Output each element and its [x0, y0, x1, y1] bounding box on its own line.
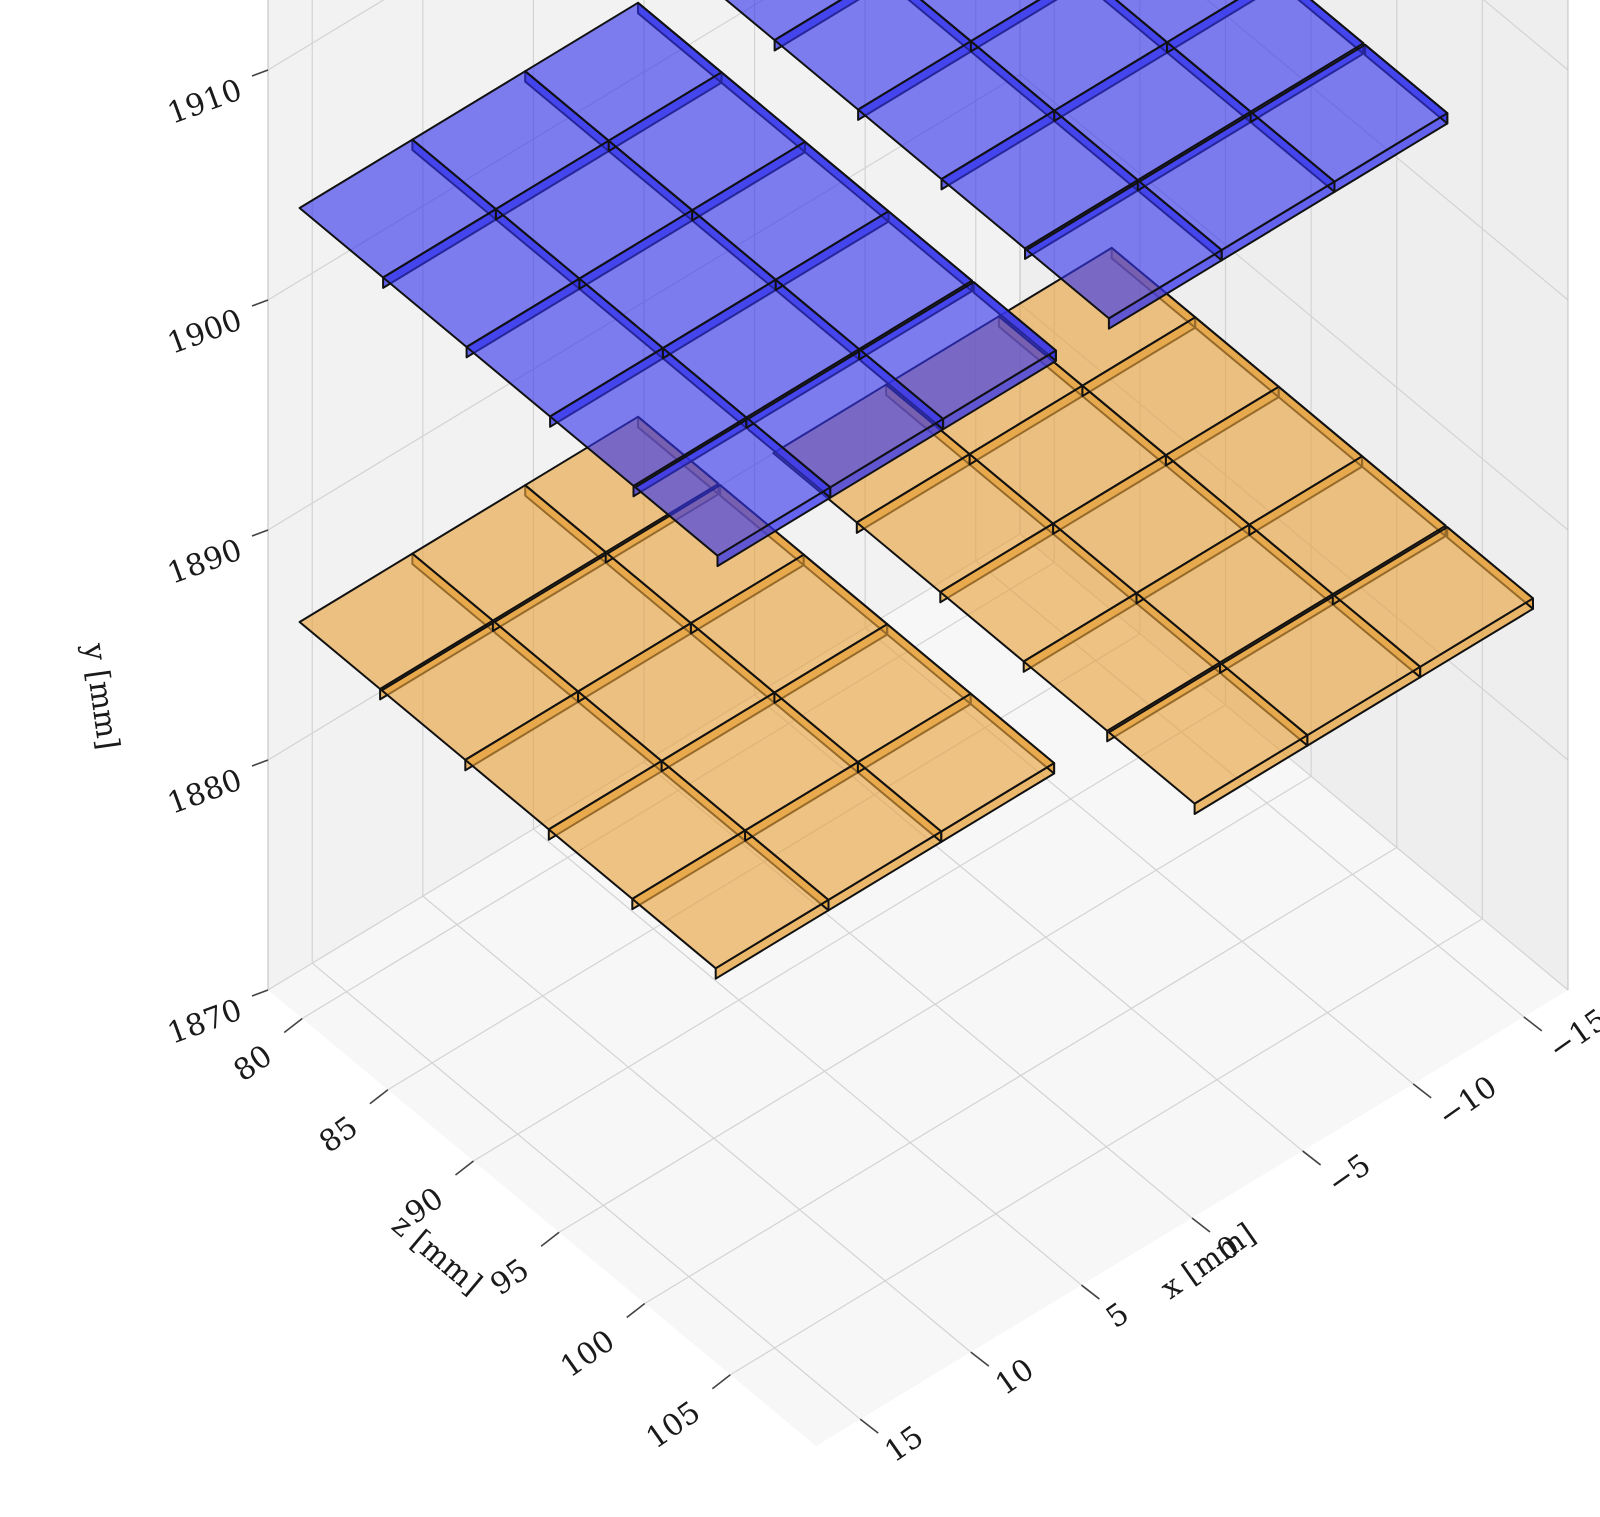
y-tick-label: 1890 — [163, 533, 247, 592]
x-tick-label: 5 — [1100, 1296, 1136, 1336]
tile-blue — [1251, 43, 1449, 193]
z-tick — [540, 1231, 560, 1247]
x-tick-label: 10 — [989, 1352, 1040, 1403]
tile-top — [774, 210, 973, 351]
tile-orange — [1220, 594, 1422, 747]
z-axis-label: z [mm] — [385, 1207, 488, 1302]
grid-line-x — [422, 895, 972, 1353]
y-tick — [251, 759, 269, 767]
x-tick-label: −15 — [1542, 1002, 1600, 1067]
x-tick-label: −10 — [1432, 1069, 1504, 1134]
z-tick — [283, 1017, 303, 1034]
z-tick-label: 105 — [640, 1395, 707, 1457]
grid-line-z — [644, 846, 1398, 1305]
z-tick — [626, 1302, 646, 1319]
x-tick — [859, 1418, 879, 1434]
tile-blue — [634, 417, 832, 568]
tile-orange — [1333, 526, 1534, 679]
tiles — [298, 0, 1534, 980]
grid-line-z — [473, 704, 1226, 1162]
x-tick-label: −5 — [1321, 1147, 1377, 1201]
x-tick — [970, 1351, 990, 1367]
y-tick-label: 1910 — [163, 73, 247, 132]
z-tick-label: 100 — [554, 1323, 621, 1385]
grid-line-x — [311, 962, 861, 1420]
x-tick — [1412, 1083, 1432, 1099]
tile-top — [1251, 43, 1449, 183]
x-tick — [1523, 1016, 1543, 1032]
tile-top — [859, 281, 1057, 420]
y-tick — [251, 299, 269, 307]
z-tick-label: 80 — [228, 1038, 279, 1089]
x-tick — [1302, 1150, 1322, 1166]
y-tick-label: 1900 — [163, 303, 247, 362]
y-tick — [251, 69, 269, 77]
grid-line-z — [558, 775, 1312, 1233]
y-tick — [251, 529, 269, 537]
tile-orange — [631, 829, 830, 980]
z-tick — [711, 1374, 731, 1390]
z-tick — [455, 1160, 474, 1176]
z-tick-label: 85 — [313, 1110, 364, 1161]
y-tick — [251, 989, 269, 997]
x-tick-label: 15 — [879, 1419, 930, 1470]
tile-top — [1333, 526, 1534, 668]
tile-blue — [1025, 180, 1223, 330]
tile-blue — [747, 349, 945, 499]
tile-blue — [859, 281, 1057, 431]
grid-line-z — [730, 918, 1483, 1376]
z-tick-label: 95 — [484, 1252, 535, 1303]
y-tick-label: 1870 — [163, 993, 247, 1052]
tile-top — [1248, 455, 1447, 596]
tile-top — [856, 692, 1056, 833]
tile-blue — [1138, 112, 1336, 262]
tile-orange — [856, 692, 1056, 843]
x-tick — [1191, 1217, 1211, 1233]
x-tick — [1080, 1284, 1100, 1300]
grid-line-x — [533, 828, 1082, 1286]
z-tick — [369, 1089, 389, 1105]
y-tick-label: 1880 — [163, 763, 247, 822]
tile-top — [1166, 0, 1365, 113]
y-axis-label: y [mm] — [76, 640, 126, 752]
